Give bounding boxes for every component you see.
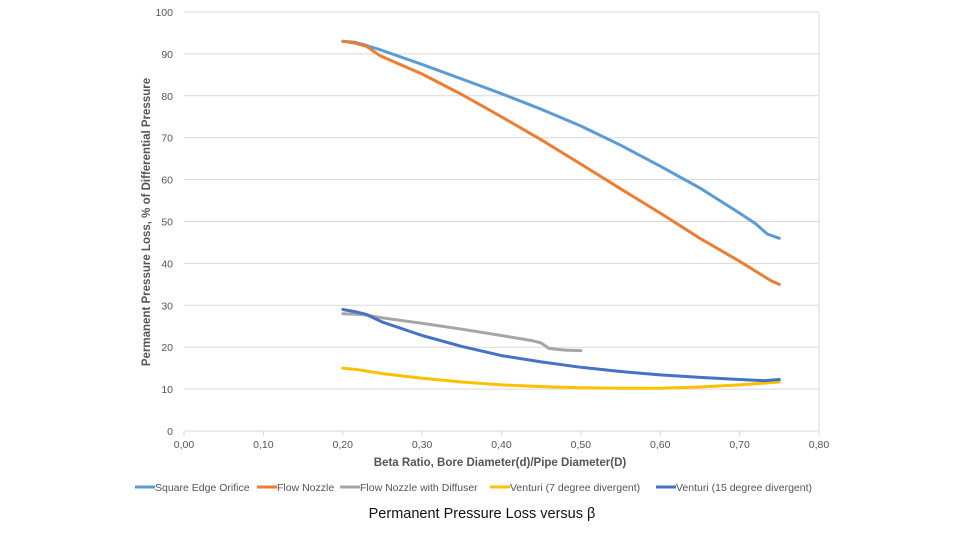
y-axis-ticks: 0 10 20 30 40 50 60 70 80 90 100 xyxy=(155,7,173,438)
legend-label: Venturi (7 degree divergent) xyxy=(510,482,640,494)
y-tick-label: 30 xyxy=(161,300,173,312)
y-tick-label: 80 xyxy=(161,91,173,103)
legend-label: Flow Nozzle with Diffuser xyxy=(360,482,478,494)
y-tick-label: 60 xyxy=(161,175,173,187)
x-tick-label: 0,20 xyxy=(333,439,354,451)
y-tick-label: 70 xyxy=(161,133,173,145)
chart-caption: Permanent Pressure Loss versus β xyxy=(369,506,596,522)
y-tick-label: 100 xyxy=(155,7,173,19)
x-tick-label: 0,30 xyxy=(412,439,433,451)
gridlines xyxy=(184,11,820,432)
x-axis-title: Beta Ratio, Bore Diameter(d)/Pipe Diamet… xyxy=(374,457,627,469)
legend-label: Square Edge Orifice xyxy=(155,482,250,494)
y-tick-label: 40 xyxy=(161,258,173,270)
x-tick-label: 0,80 xyxy=(809,439,830,451)
y-tick-label: 50 xyxy=(161,217,173,229)
x-tick-label: 0,40 xyxy=(491,439,512,451)
legend-label: Venturi (15 degree divergent) xyxy=(676,482,812,494)
x-tick-label: 0,00 xyxy=(174,439,195,451)
series-line-1 xyxy=(341,39,781,240)
x-tick-label: 0,50 xyxy=(571,439,592,451)
series-line-2 xyxy=(341,39,781,286)
y-tick-label: 10 xyxy=(161,384,173,396)
y-tick-label: 90 xyxy=(161,49,173,61)
series-line-5 xyxy=(341,308,781,383)
x-tick-label: 0,60 xyxy=(650,439,671,451)
x-axis-ticks: 0,00 0,10 0,20 0,30 0,40 0,50 0,60 0,70 0,80 xyxy=(174,431,830,451)
series-line-3 xyxy=(341,312,583,353)
x-tick-label: 0,10 xyxy=(253,439,274,451)
y-tick-label: 20 xyxy=(161,342,173,354)
y-tick-label: 0 xyxy=(167,426,173,438)
legend: Square Edge Orifice Flow Nozzle Flow Nozzl… xyxy=(135,482,812,494)
x-tick-label: 0,70 xyxy=(729,439,750,451)
series-lines xyxy=(341,39,781,390)
series-line-4 xyxy=(341,366,781,390)
legend-label: Flow Nozzle xyxy=(277,482,334,494)
y-axis-title: Permanent Pressure Loss, % of Differenti… xyxy=(141,78,153,366)
